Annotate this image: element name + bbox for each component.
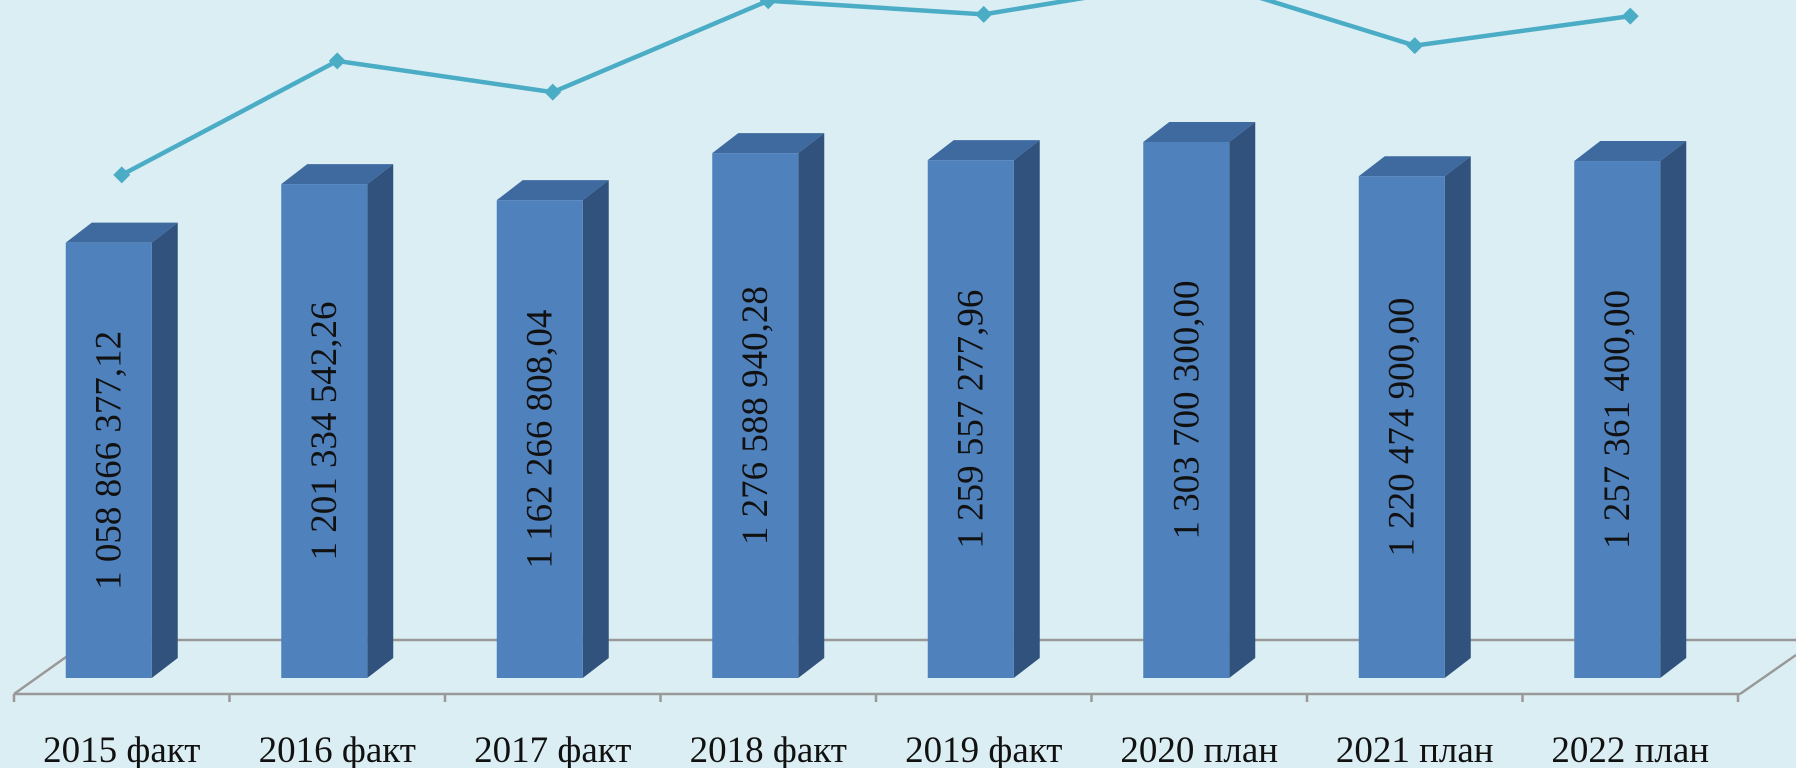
bar-front-face [65, 242, 152, 678]
bar-side-face [1660, 141, 1687, 679]
bar-top-face [1574, 141, 1687, 162]
bar-side-face [151, 222, 178, 678]
bar-top-face [65, 222, 178, 243]
bar-side-face [582, 180, 609, 678]
bar-value-label: 1 276 588 940,28 [735, 286, 776, 545]
bar-value-label: 1 259 557 277,96 [951, 290, 992, 549]
bar: 1 276 588 940,28 [712, 133, 825, 679]
bar: 1 257 361 400,00 [1574, 141, 1687, 679]
bar: 1 162 266 808,04 [496, 180, 609, 678]
bar-top-face [712, 133, 825, 154]
line-point [113, 166, 131, 184]
bar: 1 303 700 300,00 [1143, 122, 1256, 678]
bar-front-face [496, 200, 583, 678]
bar-front-face [1143, 142, 1230, 678]
line-point [975, 5, 993, 23]
line-point [1621, 7, 1639, 25]
category-axis: 2015 факт 2016 факт 2017 факт 2018 факт 2019… [43, 730, 1709, 768]
line-point [328, 52, 346, 70]
floor-right-edge [1739, 653, 1796, 696]
bar: 1 058 866 377,12 [65, 222, 178, 678]
line-point [1406, 37, 1424, 55]
bar: 1 220 474 900,00 [1358, 156, 1471, 679]
bar-top-face [496, 180, 609, 201]
bar-value-label: 1 058 866 377,12 [89, 331, 130, 590]
category-label: 2022 план [1551, 730, 1709, 768]
bar-value-label: 1 303 700 300,00 [1166, 281, 1207, 540]
bar-front-face [927, 160, 1014, 678]
bar-side-face [1013, 140, 1040, 678]
line-point [544, 83, 562, 101]
category-label: 2020 план [1120, 730, 1278, 768]
category-label: 2019 факт [905, 730, 1062, 768]
bar-value-label: 1 162 266 808,04 [520, 310, 561, 569]
category-label: 2021 план [1336, 730, 1494, 768]
bar-front-face [281, 184, 368, 678]
bar-top-face [1358, 156, 1471, 177]
bar-front-face [712, 153, 799, 679]
bar-side-face [367, 164, 394, 678]
bar-side-face [1444, 156, 1471, 679]
bar: 1 259 557 277,96 [927, 140, 1040, 678]
bar-value-label: 1 220 474 900,00 [1382, 298, 1423, 557]
bar: 1 201 334 542,26 [281, 164, 394, 678]
bar-front-face [1574, 161, 1661, 679]
bar-top-face [281, 164, 394, 185]
line-point [759, 0, 777, 10]
category-label: 2016 факт [259, 730, 416, 768]
bar-side-face [1229, 122, 1256, 678]
line-series [113, 0, 1639, 184]
bar-front-face [1358, 176, 1445, 678]
bar-side-face [798, 133, 825, 679]
bar-top-face [1143, 122, 1256, 142]
category-label: 2018 факт [690, 730, 847, 768]
bar-series: 1 058 866 377,12 1 201 334 542,26 1 162 26… [65, 122, 1687, 679]
line-path [120, 0, 1631, 177]
bar-value-label: 1 257 361 400,00 [1597, 290, 1638, 549]
category-label: 2015 факт [43, 730, 200, 768]
bar-value-label: 1 201 334 542,26 [304, 302, 345, 561]
category-label: 2017 факт [474, 730, 631, 768]
bar-top-face [927, 140, 1040, 161]
